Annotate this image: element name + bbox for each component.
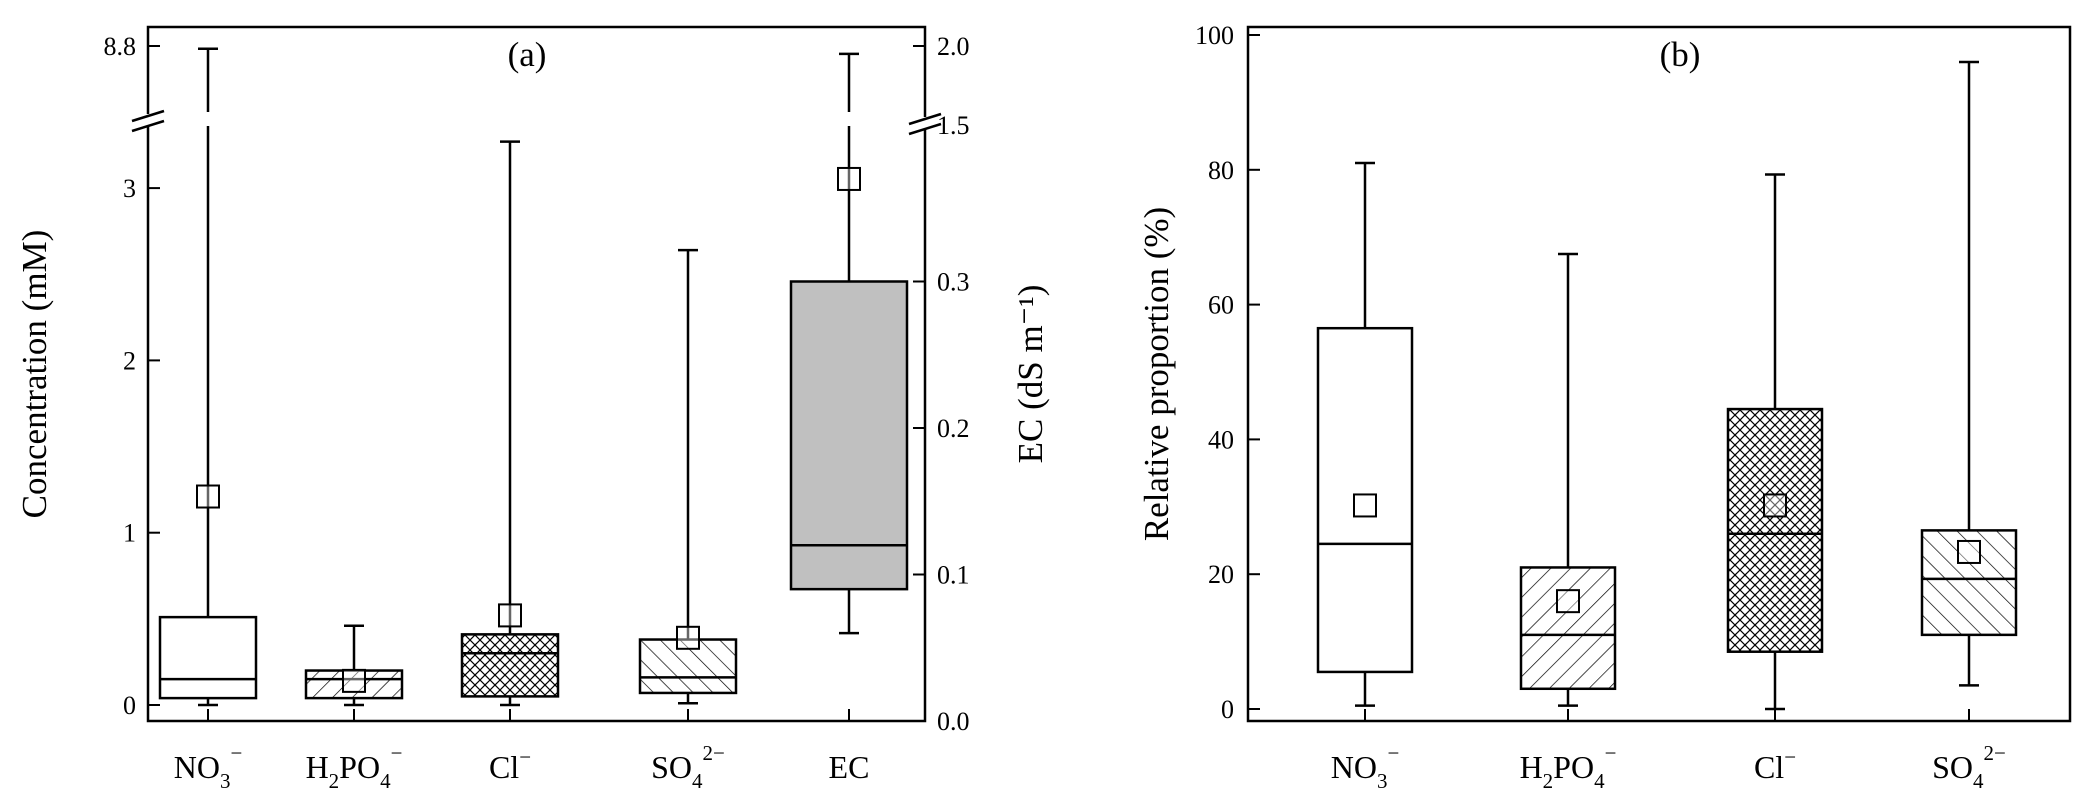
left-tick-label: 8.8 [104, 32, 137, 61]
box-2 [1726, 407, 1824, 653]
axis-break-mark [131, 119, 165, 133]
mean-marker-2 [1763, 493, 1787, 518]
panel-a-right-axis-label: EC (dS m⁻¹) [1011, 285, 1050, 464]
category-label: NO3− [1331, 741, 1400, 793]
panel-a-marks: 0 1 2 3 8.8 0.0 0.1 0.2 0.3 1.5 2.0 NO3− H2PO4− Cl− SO… [104, 32, 970, 793]
category-label: EC [829, 749, 870, 785]
y-tick-label: 0 [1221, 695, 1234, 724]
box-group-b-3 [1920, 60, 2018, 687]
box-0 [1316, 326, 1414, 674]
panel-a-label: (a) [508, 35, 547, 74]
y-tick-label: 60 [1208, 291, 1234, 320]
panel-a-frame [146, 25, 927, 723]
box-1 [1519, 566, 1617, 691]
mean-marker-0 [1353, 493, 1377, 518]
category-label: SO42− [1932, 741, 2006, 793]
box-group-0 [158, 47, 258, 707]
left-tick-label: 1 [123, 519, 136, 548]
whisker-break-gap [200, 112, 216, 126]
whisker-break-gap [841, 112, 857, 126]
panel-a-y-axis-label: Concentration (mM) [15, 230, 54, 519]
category-label: NO3− [174, 741, 243, 793]
box-4 [789, 280, 909, 591]
right-tick-label: 0.1 [937, 561, 970, 590]
panel-a: (a) Concentration (mM) EC (dS m⁻¹) 0 1 2 3 8… [15, 25, 1050, 793]
y-tick-label: 100 [1195, 21, 1234, 50]
category-label: Cl− [489, 745, 531, 785]
y-tick-label: 40 [1208, 425, 1234, 454]
y-tick-label: 20 [1208, 560, 1234, 589]
axis-break-mark [908, 112, 942, 126]
mean-marker-3 [676, 625, 700, 650]
mean-marker-3 [1957, 539, 1981, 564]
panel-b-frame [1246, 25, 2072, 723]
category-label: SO42− [651, 741, 725, 793]
right-tick-label: 0.2 [937, 414, 970, 443]
box-group-b-2 [1726, 173, 1824, 711]
mean-marker-4 [837, 166, 861, 191]
panel-b: (b) Relative proportion (%) 0 20 40 60 80 100… [1137, 21, 2072, 793]
right-tick-label: 0.0 [937, 707, 970, 736]
category-label: Cl− [1754, 745, 1796, 785]
mean-marker-2 [498, 603, 522, 628]
box-3 [1920, 529, 2018, 637]
axis-break-mark [131, 109, 165, 123]
mean-marker-1 [342, 668, 366, 693]
box-group-3 [638, 248, 738, 705]
box-group-2 [460, 140, 560, 707]
panel-b-y-axis-label: Relative proportion (%) [1137, 207, 1176, 541]
category-label: H2PO4− [306, 741, 403, 793]
mean-marker-1 [1556, 589, 1580, 614]
box-2 [460, 633, 560, 698]
right-tick-label: 1.5 [937, 111, 970, 140]
box-group-b-1 [1519, 252, 1617, 707]
right-tick-label: 2.0 [937, 32, 970, 61]
left-tick-label: 2 [123, 346, 136, 375]
box-group-b-0 [1316, 161, 1414, 707]
box-group-1 [304, 624, 404, 707]
panel-b-label: (b) [1660, 35, 1701, 74]
mean-marker-0 [196, 484, 220, 509]
y-tick-label: 80 [1208, 156, 1234, 185]
axis-break-mark [908, 122, 942, 136]
category-label: H2PO4− [1520, 741, 1617, 793]
left-tick-label: 0 [123, 691, 136, 720]
panel-b-marks: 0 20 40 60 80 100 NO3− H2PO4− Cl− SO42− [1195, 21, 2018, 793]
right-tick-label: 0.3 [937, 268, 970, 297]
left-tick-label: 3 [123, 174, 136, 203]
box-0 [158, 615, 258, 700]
box-group-4 [789, 52, 909, 635]
